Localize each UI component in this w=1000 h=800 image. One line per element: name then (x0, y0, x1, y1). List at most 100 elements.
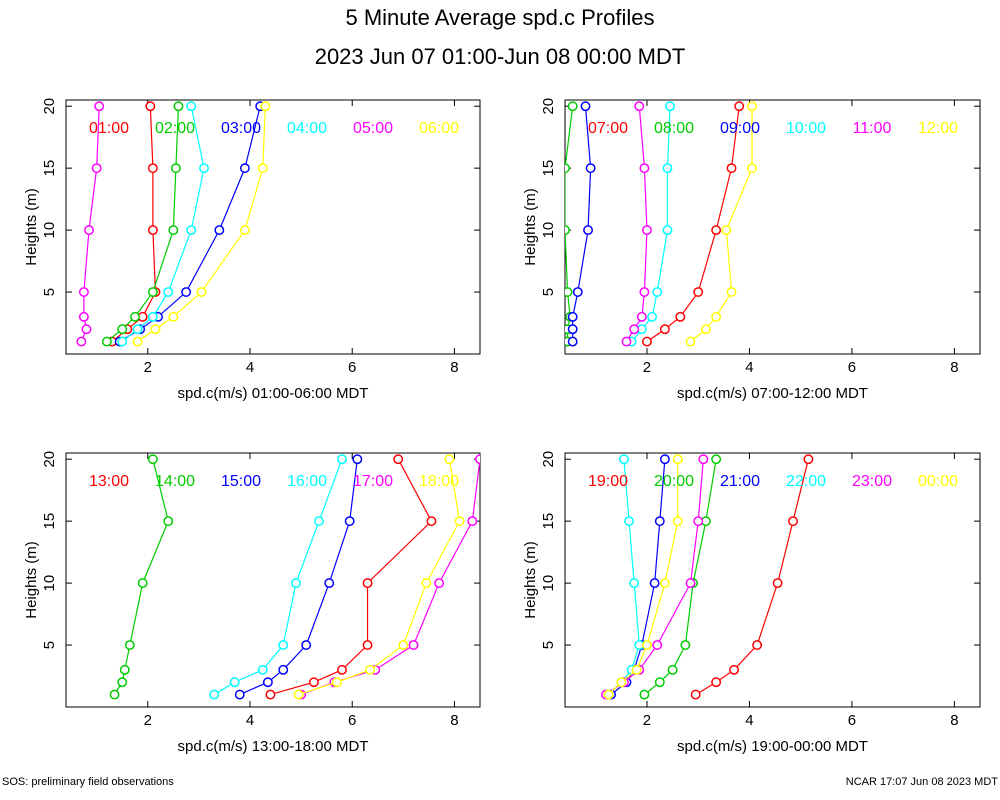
data-point (698, 454, 709, 465)
data-point (434, 578, 445, 589)
data-point (331, 677, 342, 688)
x-tick-label: 4 (246, 712, 254, 729)
legend-label: 05:00 (353, 120, 393, 137)
data-point (634, 101, 645, 112)
data-point (629, 324, 640, 335)
legend-label: 07:00 (588, 120, 628, 137)
data-point (616, 677, 627, 688)
data-point (567, 311, 578, 322)
data-point (621, 336, 632, 347)
data-point (567, 324, 578, 335)
data-point (137, 578, 148, 589)
series-layer (109, 454, 480, 700)
legend-label: 08:00 (654, 120, 694, 137)
data-point (636, 311, 647, 322)
legend-label: 20:00 (654, 473, 694, 490)
series-layer (76, 101, 271, 347)
data-point (163, 516, 174, 527)
data-point (308, 677, 319, 688)
x-tick-label: 8 (950, 359, 958, 376)
data-point (101, 336, 112, 347)
legend-label: 11:00 (853, 120, 892, 137)
data-point (265, 689, 276, 700)
data-point (130, 311, 140, 322)
data-point (752, 640, 763, 650)
x-tick-label: 8 (450, 712, 458, 729)
legend-label: 22:00 (786, 473, 826, 490)
data-point (639, 287, 650, 297)
data-point (475, 454, 480, 465)
data-point (196, 287, 207, 297)
y-tick-label: 15 (41, 160, 58, 177)
series-line-18:00 (298, 459, 461, 696)
legend-label: 16:00 (287, 473, 327, 490)
legend-label: 06:00 (419, 120, 459, 137)
series-line-22:00 (608, 459, 640, 696)
data-point (642, 336, 652, 347)
data-point (772, 578, 783, 589)
data-point (662, 163, 673, 174)
data-point (652, 287, 663, 297)
data-point (565, 225, 570, 236)
data-point (186, 101, 197, 112)
plot-frame (564, 452, 981, 708)
panel-3: 2 4 6 8 5 10 15 20 spd.c(m/s) 13:00-18:00 MDT Hei… (23, 451, 481, 755)
x-tick-label: 2 (144, 359, 152, 376)
series-line-21:00 (610, 459, 666, 696)
data-point (565, 287, 573, 297)
data-point (693, 516, 704, 527)
y-tick-label: 20 (41, 98, 58, 115)
series-line-00:00 (608, 459, 679, 696)
data-point (667, 664, 678, 675)
data-point (78, 311, 89, 322)
data-point (324, 578, 335, 589)
data-point (624, 516, 634, 527)
data-point (173, 101, 184, 112)
plot-frame (65, 99, 481, 355)
data-point (659, 324, 670, 335)
data-point (665, 101, 675, 112)
x-axis-label: spd.c(m/s) 19:00-00:00 MDT (677, 738, 868, 755)
data-point (301, 640, 312, 650)
data-point (229, 677, 240, 688)
data-point (652, 640, 663, 650)
data-point (132, 324, 143, 335)
data-point (408, 640, 419, 650)
data-point (362, 640, 373, 650)
series-line-19:00 (695, 459, 809, 696)
series-line-14:00 (114, 459, 169, 695)
data-point (685, 578, 696, 589)
data-point (729, 664, 740, 675)
data-point (629, 578, 640, 589)
x-axis-label: spd.c(m/s) 01:00-06:00 MDT (178, 385, 369, 402)
series-line-11:00 (625, 106, 648, 342)
chart-title: 5 Minute Average spd.c Profiles (345, 5, 655, 30)
x-axis-label: spd.c(m/s) 07:00-12:00 MDT (677, 385, 868, 402)
data-point (170, 163, 181, 174)
data-point (337, 664, 347, 675)
panel-4: 2 4 6 8 5 10 15 20 spd.c(m/s) 19:00-00:00 MDT Hei… (522, 451, 981, 755)
data-point (163, 287, 174, 297)
y-tick-label: 5 (540, 288, 557, 296)
data-point (147, 163, 158, 174)
data-point (642, 225, 652, 236)
data-point (685, 336, 696, 347)
legend-label: 19:00 (588, 473, 628, 490)
x-tick-label: 6 (348, 359, 356, 376)
data-point (314, 516, 324, 527)
y-tick-label: 5 (41, 288, 58, 296)
data-point (209, 689, 220, 700)
y-tick-label: 10 (540, 575, 557, 592)
plot-frame (564, 99, 981, 355)
data-point (421, 578, 432, 589)
data-point (711, 677, 722, 688)
data-point (603, 689, 614, 700)
data-point (454, 516, 465, 527)
data-point (618, 454, 629, 465)
data-point (654, 677, 665, 688)
x-tick-label: 2 (643, 712, 651, 729)
chart-subtitle: 2023 Jun 07 01:00-Jun 08 00:00 MDT (314, 44, 686, 69)
data-point (181, 287, 192, 297)
data-point (344, 516, 355, 527)
